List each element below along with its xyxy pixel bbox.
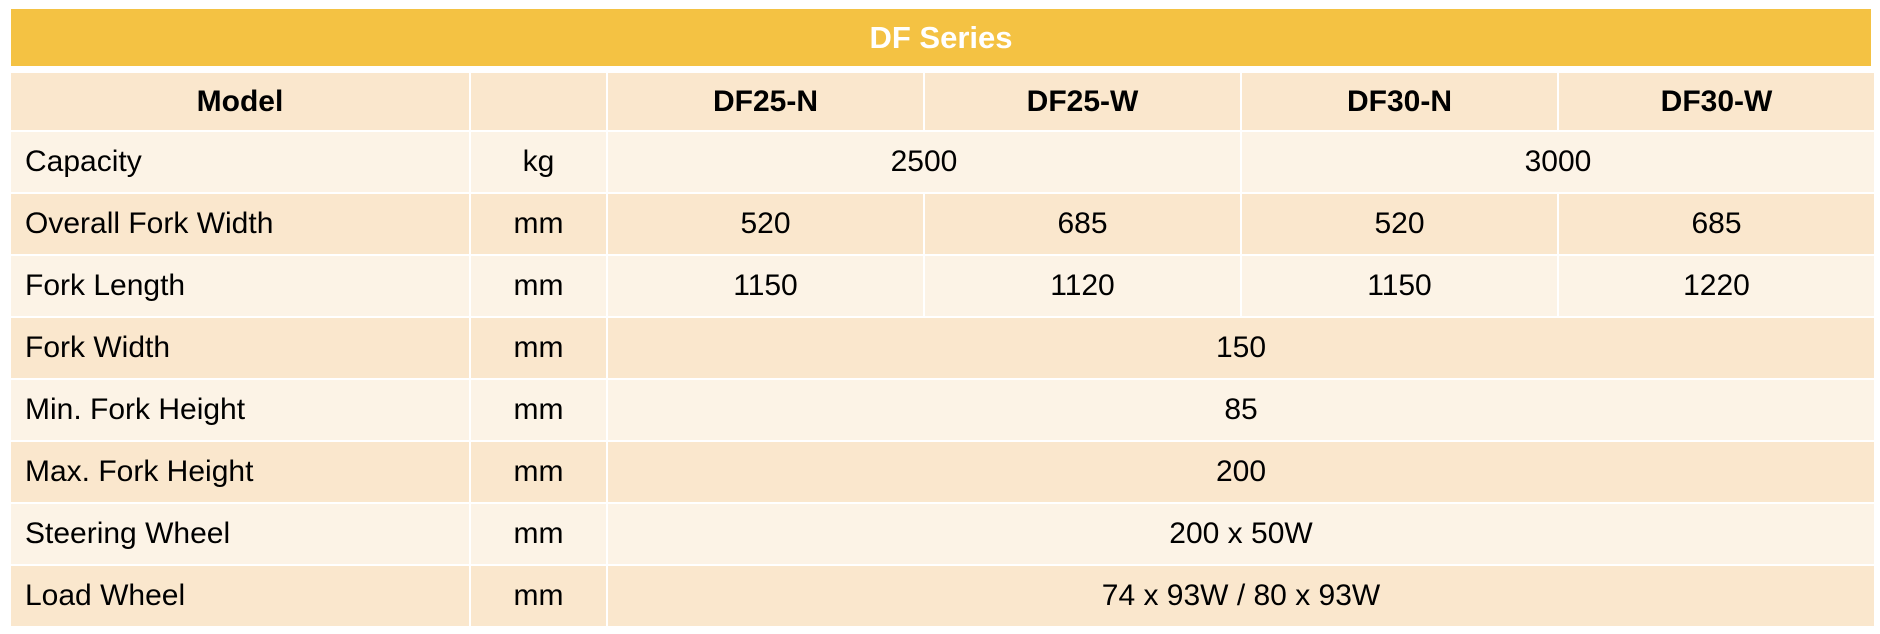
row-label: Fork Length xyxy=(11,256,469,316)
row-unit: mm xyxy=(471,318,606,378)
row-label: Max. Fork Height xyxy=(11,442,469,502)
row-label: Capacity xyxy=(11,132,469,192)
cell-value: 85 xyxy=(608,380,1874,440)
cell-value: 685 xyxy=(925,194,1240,254)
table-row-overall-fork-width: Overall Fork Width mm 520 685 520 685 xyxy=(11,194,1874,254)
cell-value: 685 xyxy=(1559,194,1874,254)
row-label: Steering Wheel xyxy=(11,504,469,564)
row-label: Overall Fork Width xyxy=(11,194,469,254)
model-df25-n: DF25-N xyxy=(608,73,923,130)
cell-value: 1220 xyxy=(1559,256,1874,316)
row-unit: mm xyxy=(471,256,606,316)
model-df25-w: DF25-W xyxy=(925,73,1240,130)
row-unit: mm xyxy=(471,380,606,440)
cell-value: 150 xyxy=(608,318,1874,378)
cell-value: 1150 xyxy=(608,256,923,316)
cell-value: 520 xyxy=(608,194,923,254)
row-label: Load Wheel xyxy=(11,566,469,626)
table-title: DF Series xyxy=(11,9,1871,66)
row-label: Min. Fork Height xyxy=(11,380,469,440)
model-df30-n: DF30-N xyxy=(1242,73,1557,130)
model-df30-w: DF30-W xyxy=(1559,73,1874,130)
table-row-capacity: Capacity kg 2500 3000 xyxy=(11,132,1874,192)
cell-value: 2500 xyxy=(608,132,1240,192)
cell-value: 200 xyxy=(608,442,1874,502)
row-label: Fork Width xyxy=(11,318,469,378)
cell-value: 1120 xyxy=(925,256,1240,316)
row-unit: mm xyxy=(471,566,606,626)
row-unit: mm xyxy=(471,194,606,254)
cell-value: 3000 xyxy=(1242,132,1874,192)
row-unit: mm xyxy=(471,442,606,502)
table-row-load-wheel: Load Wheel mm 74 x 93W / 80 x 93W xyxy=(11,566,1874,626)
row-unit: kg xyxy=(471,132,606,192)
spec-table: Model DF25-N DF25-W DF30-N DF30-W Capaci… xyxy=(9,71,1876,628)
table-row-max-fork-height: Max. Fork Height mm 200 xyxy=(11,442,1874,502)
cell-value: 74 x 93W / 80 x 93W xyxy=(608,566,1874,626)
table-row-fork-width: Fork Width mm 150 xyxy=(11,318,1874,378)
row-unit: mm xyxy=(471,504,606,564)
table-row-fork-length: Fork Length mm 1150 1120 1150 1220 xyxy=(11,256,1874,316)
cell-value: 1150 xyxy=(1242,256,1557,316)
cell-value: 200 x 50W xyxy=(608,504,1874,564)
cell-value: 520 xyxy=(1242,194,1557,254)
table-row-min-fork-height: Min. Fork Height mm 85 xyxy=(11,380,1874,440)
model-header: Model xyxy=(11,73,469,130)
unit-header xyxy=(471,73,606,130)
header-row: Model DF25-N DF25-W DF30-N DF30-W xyxy=(11,73,1874,130)
table-row-steering-wheel: Steering Wheel mm 200 x 50W xyxy=(11,504,1874,564)
